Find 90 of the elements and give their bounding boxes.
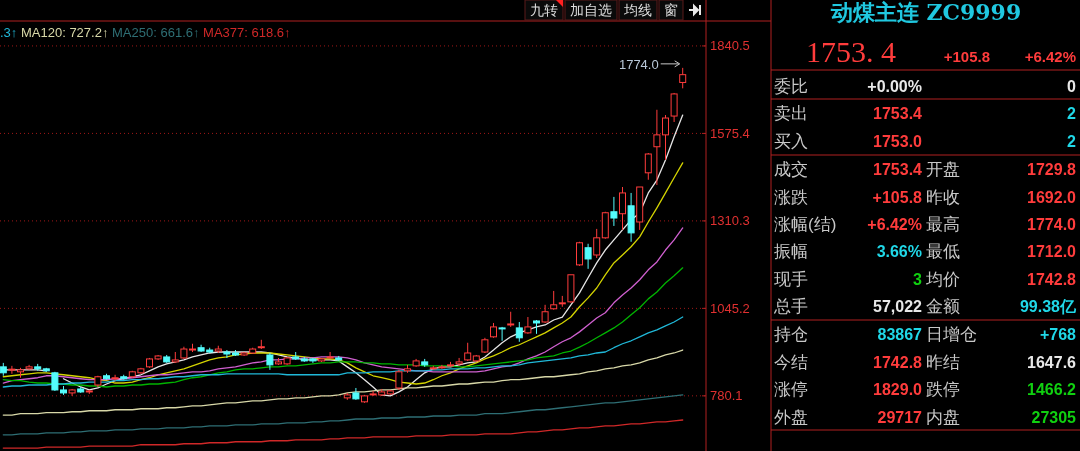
text: 振幅 [774, 242, 808, 261]
text: 金额 [926, 297, 960, 316]
text: 99.38亿 [1019, 298, 1077, 315]
text: 涨停 [774, 380, 808, 399]
y-tick-label: 1045.2 [710, 300, 750, 316]
candlestick [644, 152, 652, 181]
candlestick [550, 290, 558, 311]
annotation: 1774.0 [618, 57, 659, 73]
text: +6.42% [1024, 48, 1076, 65]
text: 2 [1067, 105, 1077, 122]
text: 3 [913, 271, 923, 288]
text: 跌停 [926, 380, 960, 399]
line-series [2, 349, 684, 416]
line-series [2, 419, 684, 449]
text: 卖出 [774, 104, 808, 123]
text: 1692.0 [1027, 189, 1077, 206]
y-tick-label: 1840.5 [710, 38, 750, 54]
text: 外盘 [774, 408, 808, 427]
candlestick [670, 92, 678, 123]
text: 1753.0 [873, 133, 923, 150]
candlestick [498, 326, 506, 342]
text: 开盘 [926, 160, 960, 179]
text: 九转 [530, 2, 558, 18]
text: +6.42% [867, 216, 922, 233]
text: 83867 [877, 326, 923, 343]
text: 均价 [925, 270, 960, 289]
candlestick [464, 342, 472, 362]
text: 1647.6 [1027, 354, 1077, 371]
line-series [2, 227, 684, 384]
text: 内盘 [926, 408, 960, 427]
candlestick [524, 316, 532, 335]
text: 昨收 [926, 188, 960, 207]
candlestick [395, 369, 403, 391]
text: +105.8 [943, 48, 990, 65]
y-tick-label: 1575.4 [710, 125, 750, 141]
y-tick-label: 780.1 [710, 388, 743, 404]
text: 最高 [926, 215, 960, 234]
text: 持仓 [774, 325, 808, 344]
text: 日增仓 [926, 325, 977, 344]
text: 57,022 [873, 298, 923, 315]
text: 27305 [1031, 409, 1077, 426]
text: 1742.8 [873, 354, 923, 371]
text: 1729.8 [1027, 161, 1077, 178]
candlestick [584, 243, 592, 270]
text: 1753.4 [873, 161, 923, 178]
text: 1829.0 [873, 381, 923, 398]
text: 买入 [774, 132, 808, 151]
line-series [2, 162, 684, 385]
text: +0.00% [867, 78, 922, 95]
text: 窗 [664, 2, 678, 18]
text: 涨跌 [774, 188, 808, 207]
text: 委比 [774, 77, 808, 96]
text: 最低 [926, 242, 960, 261]
text: 加自选 [570, 2, 612, 18]
text: 1774.0 [1027, 216, 1077, 233]
text: +105.8 [872, 189, 923, 206]
text: 涨幅(结) [774, 215, 837, 234]
y-tick-label: 1310.3 [710, 213, 750, 229]
text: 0 [1067, 78, 1077, 95]
text: 3.66% [876, 243, 922, 260]
text: 1753.4 [873, 105, 923, 122]
candlestick [111, 374, 119, 382]
line-series [2, 394, 684, 436]
candlestick [541, 304, 549, 324]
text: .3↑ [0, 25, 21, 40]
text: MA377: 618.6↑ [203, 25, 291, 40]
text: 29717 [877, 409, 923, 426]
candlestick [515, 321, 523, 343]
text: 1742.8 [1027, 271, 1077, 288]
candlestick [679, 67, 687, 89]
text: 今结 [774, 353, 808, 372]
candlestick [593, 228, 601, 259]
text: 现手 [774, 270, 808, 289]
text: 1753. 4 [806, 35, 896, 68]
text: 昨结 [926, 353, 960, 372]
text: +768 [1039, 326, 1077, 343]
text: 2 [1067, 133, 1077, 150]
text: 成交 [774, 160, 808, 179]
text: MA120: 727.2↑ [20, 25, 113, 40]
text: MA250: 661.6↑ [112, 25, 204, 40]
text: 1466.2 [1027, 381, 1077, 398]
text: 动煤主连 ZC9999 [829, 0, 1022, 25]
candlestick [576, 241, 583, 267]
text: 1712.0 [1027, 243, 1077, 260]
line-series [2, 267, 684, 388]
text: 均线 [623, 2, 652, 18]
line-series [2, 316, 684, 388]
candlestick [619, 186, 626, 231]
text: 总手 [773, 297, 808, 316]
candlestick [610, 196, 618, 227]
